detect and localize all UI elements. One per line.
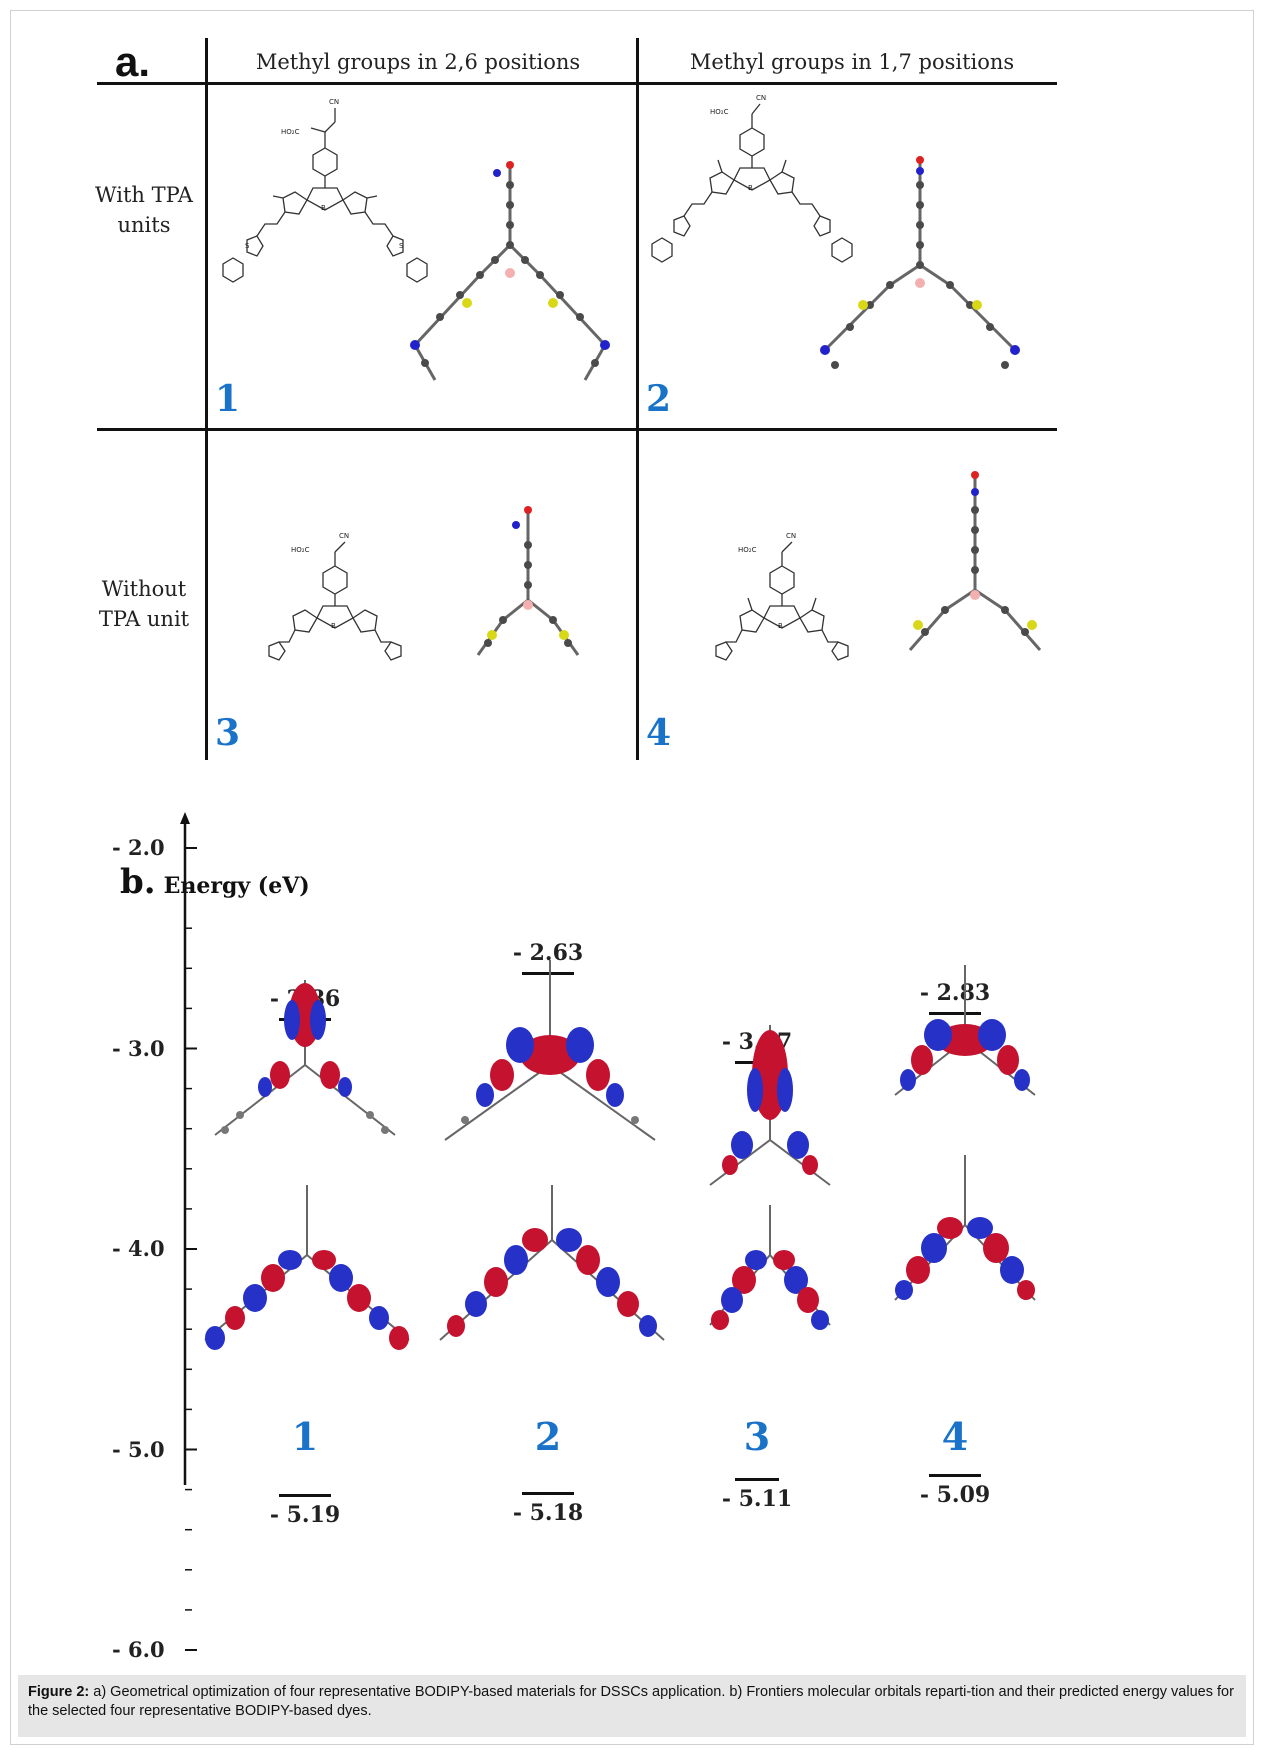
label-acid-1: HO₂C [281,128,300,136]
lumo-energy-value: - 2.63 [512,940,584,967]
panel-b-label: b. Energy (eV) [120,862,310,902]
homo-orbital-4 [894,1155,1036,1301]
row-header-without-tpa-line2: TPA unit [98,607,190,631]
grid-header-line [97,82,1057,85]
cell-number-3: 3 [215,712,241,754]
lumo-orbital-1 [214,980,396,1136]
structure-drawing-1: HO₂C CN B S S [222,98,428,283]
homo-orbital-2 [439,1185,665,1341]
lumo-level-bar [929,1012,981,1016]
dye-number-label: 1 [291,1414,319,1459]
grid-middle-line [97,428,1057,431]
homo-level-bar [929,1473,981,1477]
label-cn-2: CN [756,94,766,102]
homo-level-bar [735,1477,779,1481]
tick-label: - 6.0 [112,1637,165,1662]
energy-axis-title: Energy (eV) [163,873,310,899]
structure-drawing-4: HO₂C CN B [715,532,849,661]
dye-number-label: 2 [534,1414,562,1459]
row-header-without-tpa: Without TPA unit [84,574,204,634]
grid-vertical-mid [636,38,639,760]
homo-level-bar [279,1493,331,1497]
panel-a-label: a. [115,38,151,85]
lumo-energy-value: - 2.83 [919,980,991,1007]
tick-label: - 5.0 [112,1436,165,1462]
axis-arrow [180,812,190,824]
caption-text: a) Geometrical optimization of four repr… [28,1684,1234,1719]
structure-drawing-3: HO₂C CN B [268,532,402,661]
cell-number-4: 4 [646,712,672,754]
ball-stick-model-3 [476,506,580,656]
ball-stick-model-1 [410,161,610,381]
tick-label: - 2.0 [112,835,165,860]
structure-drawing-2: HO₂C CN B [651,94,853,263]
row-header-without-tpa-line1: Without [101,577,187,601]
homo-energy-value: - 5.19 [269,1501,341,1528]
dye-number-label: 3 [743,1414,771,1459]
label-acid-2: HO₂C [710,108,729,116]
label-boron-4: B [778,622,783,630]
lumo-orbital-3 [709,1025,831,1186]
lumo-level-bar [522,972,574,976]
homo-level-bar [522,1491,574,1495]
grid-vertical-left [205,38,208,760]
label-acid-4: HO₂C [738,546,757,554]
row-header-with-tpa: With TPA units [84,180,204,240]
page-frame [10,10,1254,1745]
cell-number-2: 2 [646,378,672,420]
tick-label: - 4.0 [112,1236,165,1261]
label-boron-2: B [748,184,753,192]
figure-caption: Figure 2: a) Geometrical optimization of… [18,1675,1246,1737]
label-cn-1: CN [329,98,339,106]
panel-b-letter: b. [120,862,156,902]
label-boron-3: B [331,622,336,630]
label-boron-1: B [321,204,326,212]
homo-orbital-1 [204,1185,410,1350]
ball-stick-model-4 [908,471,1042,651]
cell-number-1: 1 [215,378,241,420]
dye-number-label: 4 [941,1414,969,1459]
tick-label: - 3.0 [112,1035,165,1061]
lumo-orbital-2 [444,960,656,1141]
col-header-26: Methyl groups in 2,6 positions [255,50,581,74]
homo-orbital-3 [709,1205,831,1330]
homo-energy-value: - 5.11 [721,1485,793,1512]
label-s-1a: S [245,242,250,250]
row-header-with-tpa-line2: units [117,213,171,237]
ball-stick-model-2 [820,156,1020,369]
homo-energy-value: - 5.18 [512,1499,584,1526]
label-s-1b: S [399,242,404,250]
caption-label: Figure 2: [28,1684,90,1700]
row-header-with-tpa-line1: With TPA [95,183,193,207]
lumo-orbital-4 [894,965,1036,1096]
col-header-17: Methyl groups in 1,7 positions [689,50,1015,74]
label-cn-3: CN [339,532,349,540]
label-cn-4: CN [786,532,796,540]
homo-energy-value: - 5.09 [919,1481,991,1508]
label-acid-3: HO₂C [291,546,310,554]
